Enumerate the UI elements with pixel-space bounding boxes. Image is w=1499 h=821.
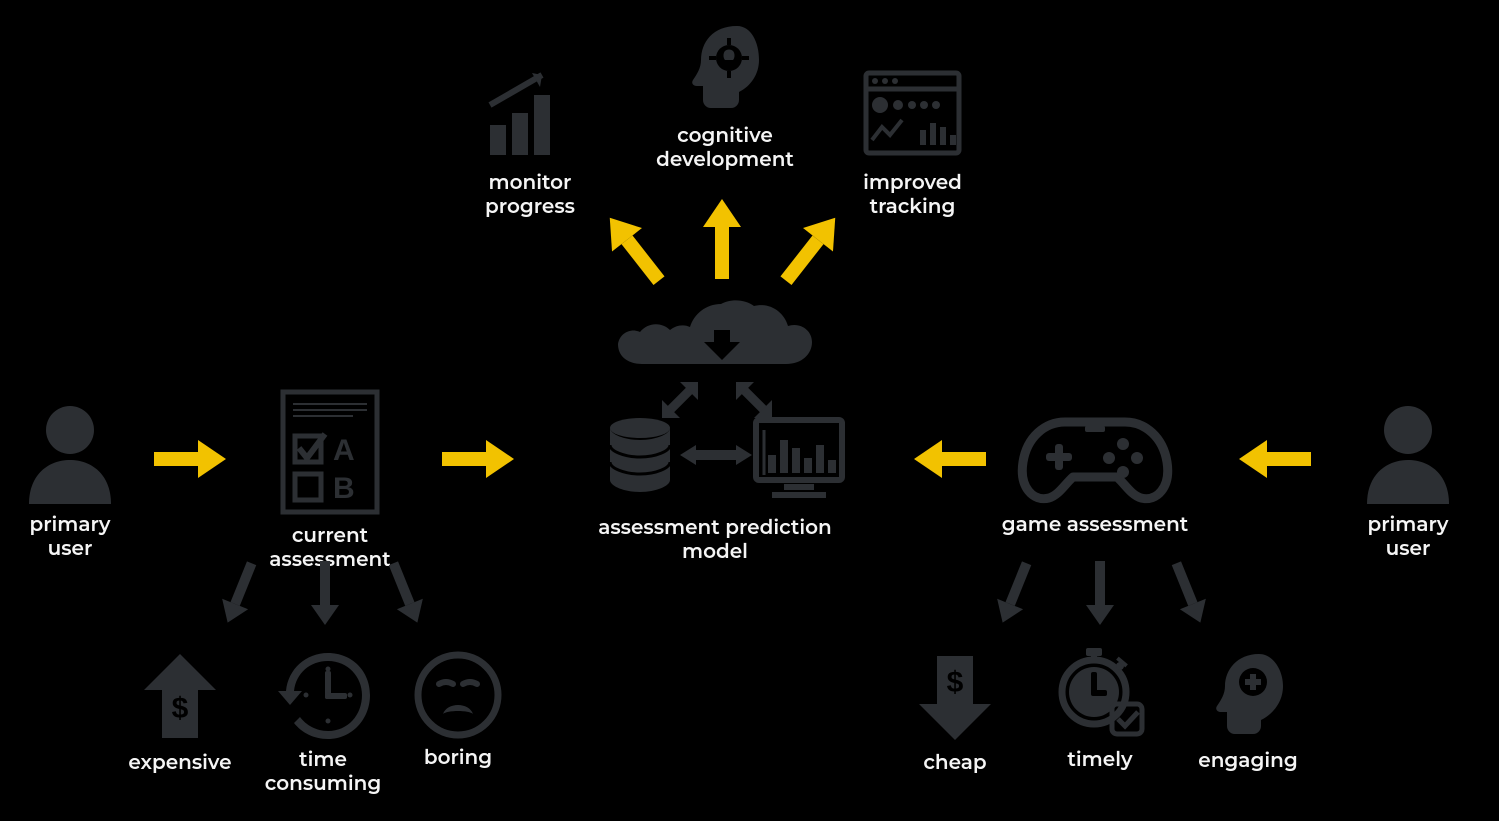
arrow-user-to-assessment [150,438,230,480]
engaging-node: engaging [1188,648,1308,773]
arrow-game-to-engaging [1158,555,1218,630]
arrow-assess-to-expensive [210,555,270,630]
time-consuming-label: time consuming [265,748,381,796]
boring-node: boring [408,650,508,770]
arrow-assess-to-time [305,555,345,630]
timely-node: timely [1040,642,1160,772]
model-cluster-icon [570,300,860,510]
svg-text:$: $ [946,666,963,699]
game-assessment-label: game assessment [1002,513,1189,537]
timely-label: timely [1067,748,1132,772]
engaging-label: engaging [1198,749,1297,773]
monitor-progress-label: monitor progress [445,171,615,219]
primary-user-right-label: primary user [1348,513,1468,561]
arrow-model-to-cognitive [701,195,743,283]
arrow-game-to-timely [1080,555,1120,630]
gamepad-icon [1015,402,1175,507]
cost-down-icon: $ [913,650,998,745]
time-consuming-node: time consuming [258,647,388,796]
cheap-node: $ cheap [900,650,1010,775]
primary-user-left-node: primary user [10,402,130,561]
sad-face-icon [413,650,503,740]
expensive-node: $ expensive [120,650,240,775]
improved-tracking-node: improved tracking [825,65,1000,219]
cognitive-development-node: cognitive development [640,18,810,172]
cost-up-icon: $ [138,650,223,745]
checklist-icon: A B [275,388,385,518]
cognitive-development-label: cognitive development [656,124,794,172]
arrow-model-to-monitor [595,205,675,295]
dashboard-icon [860,65,965,165]
timer-check-icon [1050,642,1150,742]
primary-user-left-label: primary user [10,513,130,561]
svg-text:$: $ [171,692,188,725]
game-assessment-node: game assessment [1000,402,1190,537]
prediction-model-node: assessment prediction model [570,300,860,564]
user-icon [1361,402,1456,507]
primary-user-right-node: primary user [1348,402,1468,561]
arrow-game-to-model [910,438,990,480]
improved-tracking-label: improved tracking [825,171,1000,219]
arrow-game-to-cheap [985,555,1045,630]
svg-text:A: A [333,434,355,467]
monitor-progress-node: monitor progress [445,65,615,219]
current-assessment-node: A B current assessment [230,388,430,572]
prediction-model-label: assessment prediction model [598,516,832,564]
boring-label: boring [424,746,492,770]
arrow-assess-to-boring [375,555,435,630]
head-plus-icon [1201,648,1296,743]
cheap-label: cheap [923,751,986,775]
arrow-assessment-to-model [438,438,518,480]
expensive-label: expensive [128,751,231,775]
head-bulb-icon [675,18,775,118]
clock-back-icon [276,647,371,742]
bar-chart-arrow-icon [480,65,580,165]
arrow-user-right-to-game [1235,438,1315,480]
arrow-model-to-tracking [770,205,850,295]
user-icon [23,402,118,507]
svg-text:B: B [333,472,355,505]
